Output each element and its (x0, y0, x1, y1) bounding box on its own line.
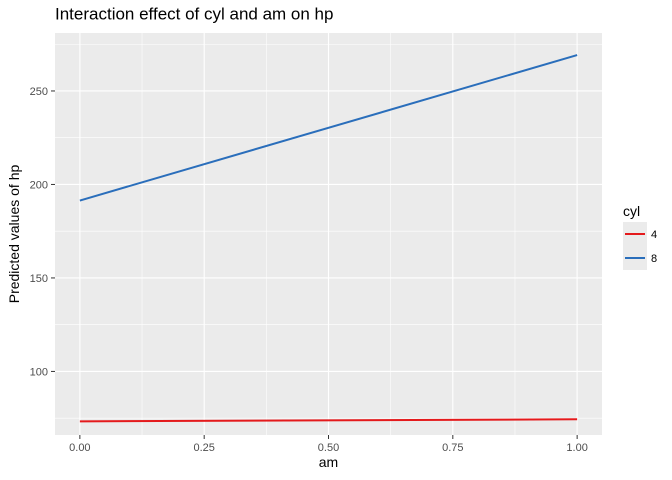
major-gridlines (55, 33, 602, 435)
y-tick-label: 150 (30, 273, 48, 285)
y-axis: 100 150 200 250 (30, 86, 55, 378)
legend-label-8: 8 (651, 253, 657, 265)
x-tick-label: 0.50 (318, 442, 339, 454)
x-tick-label: 1.00 (566, 442, 587, 454)
x-axis-title: am (319, 454, 338, 470)
y-tick-label: 200 (30, 179, 48, 191)
x-tick-label: 0.75 (442, 442, 463, 454)
legend: cyl 4 8 (623, 203, 657, 270)
x-tick-label: 0.00 (69, 442, 90, 454)
legend-label-4: 4 (651, 229, 657, 241)
series-line-4 (79, 418, 578, 423)
y-tick-label: 250 (30, 86, 48, 98)
legend-title: cyl (623, 203, 640, 219)
x-tick-label: 0.25 (193, 442, 214, 454)
y-tick-label: 100 (30, 366, 48, 378)
y-axis-title: Predicted values of hp (6, 165, 22, 304)
series-lines (79, 54, 578, 423)
x-axis: 0.00 0.25 0.50 0.75 1.00 (69, 435, 588, 454)
series-line-8 (79, 54, 578, 202)
chart-title: Interaction effect of cyl and am on hp (55, 5, 333, 24)
